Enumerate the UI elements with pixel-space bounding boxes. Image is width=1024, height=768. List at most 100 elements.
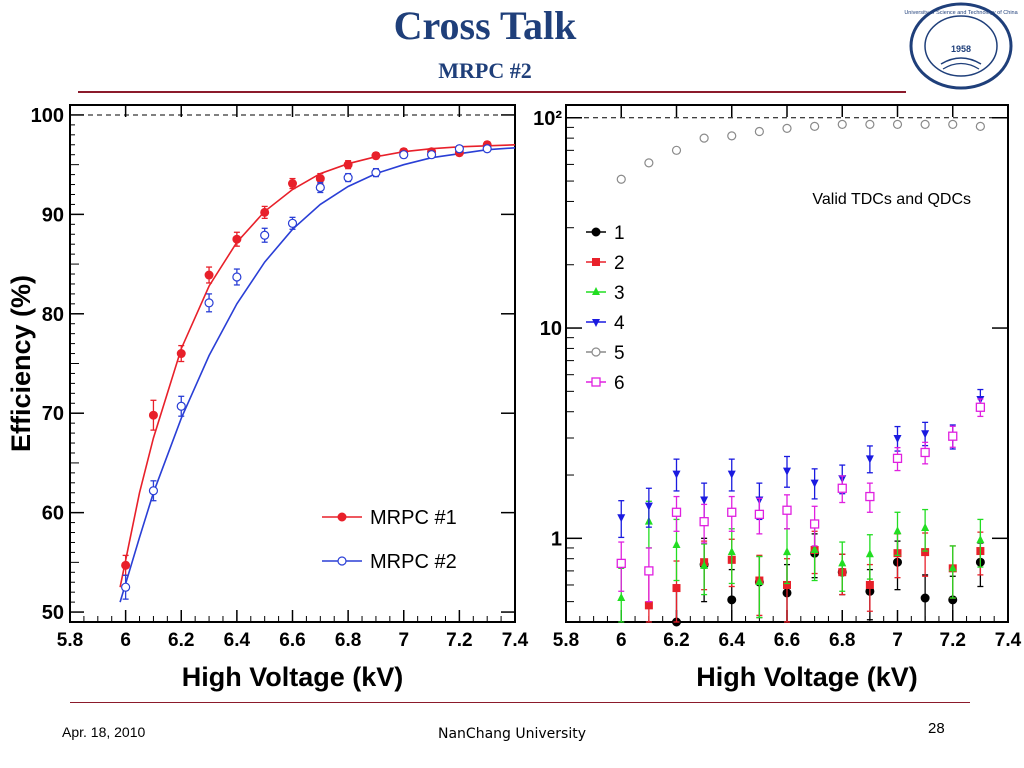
- x-tick-label: 6.8: [335, 630, 361, 651]
- y-tick-label: 50: [42, 602, 64, 624]
- data-point: [948, 563, 957, 572]
- x-tick-label: 6.8: [829, 630, 855, 651]
- efficiency-chart: 5.8 6 6.2 6.4 6.6 6.8 7 7.2 7.4 High Voltage (kV)…: [6, 104, 529, 692]
- data-point: [644, 566, 654, 576]
- data-point: [948, 431, 958, 441]
- data-point: [343, 172, 353, 183]
- legend-marker: [337, 512, 347, 522]
- x-tick-label: 6: [120, 630, 131, 651]
- data-point: [948, 119, 958, 129]
- x-tick-label: 6: [616, 630, 627, 651]
- x-tick-label: 6.6: [774, 630, 800, 651]
- data-point: [865, 455, 874, 464]
- x-tick-label: 5.8: [57, 630, 83, 651]
- legend-marker: [591, 377, 601, 387]
- logo-text: University of Science and Technology of …: [904, 10, 1018, 16]
- data-point: [893, 526, 902, 535]
- data-point: [148, 410, 158, 420]
- data-point: [892, 119, 903, 129]
- x-tick-label: 7.4: [502, 630, 529, 651]
- x-tick-label: 7: [892, 630, 903, 651]
- y-tick-label: 60: [42, 503, 64, 525]
- data-point: [204, 298, 214, 308]
- data-point: [892, 453, 903, 464]
- data-point: [617, 514, 626, 523]
- logo-year: 1958: [951, 44, 971, 54]
- data-point: [617, 593, 626, 602]
- data-point: [921, 548, 930, 557]
- y-tick-label: 80: [42, 304, 64, 326]
- data-point: [921, 522, 930, 531]
- fit-curve: [119, 147, 516, 603]
- data-point: [644, 158, 654, 168]
- data-point: [672, 470, 681, 479]
- legend-label: MRPC #2: [370, 551, 457, 573]
- legend-label: MRPC #1: [370, 507, 457, 529]
- data-point: [727, 547, 736, 556]
- y-tick-label: 10: [540, 318, 562, 340]
- page-number: 28: [928, 720, 945, 737]
- data-point: [920, 119, 930, 129]
- data-point: [809, 519, 820, 529]
- x-axis-label: High Voltage (kV): [182, 662, 404, 692]
- slide-subtitle: MRPC #2: [438, 58, 532, 83]
- data-point: [482, 144, 492, 154]
- y-tick-label: 1: [551, 528, 562, 550]
- x-tick-label: 7: [398, 630, 409, 651]
- fit-curve: [119, 144, 516, 588]
- data-point: [782, 505, 792, 515]
- x-tick-label: 6.6: [279, 630, 305, 651]
- x-axis-label: High Voltage (kV): [696, 662, 918, 692]
- legend-marker: [337, 556, 347, 566]
- data-point: [700, 560, 709, 569]
- data-point: [315, 174, 325, 184]
- data-point: [644, 601, 653, 610]
- data-point: [893, 434, 902, 443]
- data-point: [783, 467, 791, 476]
- data-point: [672, 584, 681, 593]
- data-point: [783, 547, 791, 556]
- legend-marker: [592, 258, 600, 266]
- y-tick-label: 100: [31, 105, 64, 127]
- data-point: [975, 402, 986, 412]
- legend-marker: [592, 287, 600, 295]
- data-point: [976, 535, 985, 544]
- data-point: [837, 483, 847, 493]
- data-point: [671, 145, 682, 155]
- x-tick-label: 7.2: [446, 630, 472, 651]
- data-point: [232, 234, 242, 244]
- x-tick-label: 7.4: [995, 630, 1022, 651]
- data-point: [783, 580, 791, 589]
- x-tick-label: 6.2: [168, 630, 194, 651]
- data-point: [782, 123, 792, 134]
- legend-marker: [592, 319, 600, 327]
- data-point: [921, 430, 930, 439]
- data-point: [371, 151, 381, 161]
- y-tick-label: 10²: [533, 108, 562, 130]
- legend-label: 5: [614, 343, 625, 364]
- data-point: [232, 272, 242, 282]
- data-point: [148, 486, 159, 496]
- footer-university: NanChang University: [438, 726, 586, 742]
- legend-label: 4: [614, 313, 625, 334]
- x-tick-label: 6.4: [719, 630, 746, 651]
- data-point: [865, 119, 875, 129]
- data-point: [700, 496, 709, 505]
- data-point: [644, 502, 653, 511]
- data-point: [616, 558, 626, 569]
- data-point: [671, 507, 682, 517]
- data-point: [176, 401, 186, 411]
- data-point: [699, 517, 709, 527]
- footer-divider: [70, 702, 970, 703]
- data-point: [810, 479, 819, 488]
- data-point: [838, 558, 847, 567]
- y-tick-label: 90: [42, 204, 64, 226]
- x-tick-label: 7.2: [940, 630, 966, 651]
- data-point: [865, 580, 874, 589]
- x-tick-label: 6.2: [663, 630, 689, 651]
- data-point: [754, 126, 764, 137]
- data-point: [865, 549, 874, 558]
- data-point: [755, 576, 764, 585]
- data-point: [727, 470, 736, 479]
- data-point: [616, 174, 626, 184]
